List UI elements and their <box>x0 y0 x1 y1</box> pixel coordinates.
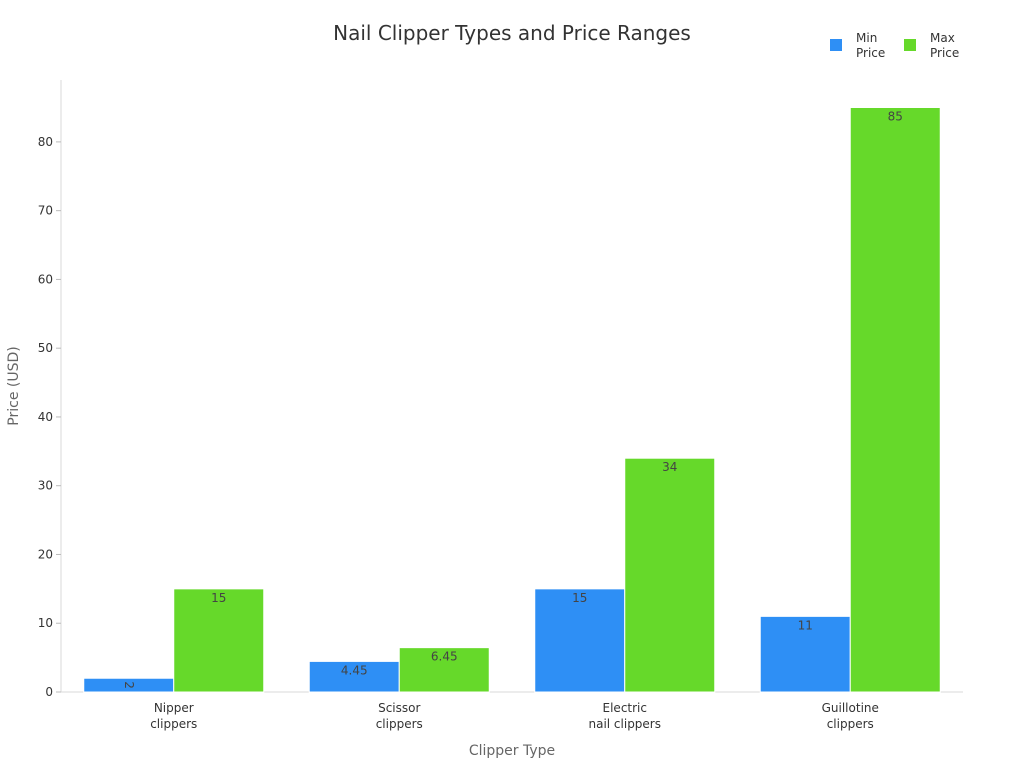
legend-swatch <box>830 39 842 51</box>
y-tick-label: 70 <box>38 204 53 218</box>
bar <box>173 588 265 693</box>
y-tick-label: 30 <box>38 479 53 493</box>
x-tick-label-line: Scissor <box>378 701 420 715</box>
legend-label-line: Price <box>856 46 885 60</box>
data-label: 11 <box>798 618 813 632</box>
x-axis-label: Clipper Type <box>469 743 555 759</box>
legend-label-line: Max <box>930 31 955 45</box>
y-tick-label: 0 <box>45 685 53 699</box>
y-tick-label: 20 <box>38 547 53 561</box>
legend-label-line: Price <box>930 46 959 60</box>
y-tick-label: 60 <box>38 272 53 286</box>
x-tick-label-line: nail clippers <box>588 717 661 731</box>
x-tick-label-line: clippers <box>150 717 197 731</box>
plot-area: 0 10 20 30 40 50 60 70 80 2 15 Nipper clippers 4.45 6.… <box>38 80 963 731</box>
data-label: 85 <box>888 110 903 124</box>
data-label: 4.45 <box>341 663 368 677</box>
x-tick-label: Scissor clippers <box>376 701 423 731</box>
data-label: 2 <box>122 681 136 689</box>
bar <box>624 457 716 693</box>
bar <box>849 107 941 693</box>
x-tick-label: Electric nail clippers <box>588 701 661 731</box>
x-tick-label: Nipper clippers <box>150 701 197 731</box>
x-tick-label-line: clippers <box>827 717 874 731</box>
x-tick-label-line: Nipper <box>154 701 194 715</box>
x-tick-label-line: clippers <box>376 717 423 731</box>
legend-label: Min Price <box>856 31 885 60</box>
data-label: 34 <box>662 460 677 474</box>
bar <box>759 615 851 693</box>
y-axis-label: Price (USD) <box>6 346 22 425</box>
data-label: 15 <box>211 591 226 605</box>
y-tick-label: 40 <box>38 410 53 424</box>
data-label: 6.45 <box>431 650 458 664</box>
legend-label-line: Min <box>856 31 877 45</box>
y-tick-label: 10 <box>38 616 53 630</box>
legend-label: Max Price <box>930 31 959 60</box>
x-tick-label-line: Guillotine <box>822 701 879 715</box>
y-tick-label: 50 <box>38 341 53 355</box>
data-label: 15 <box>572 591 587 605</box>
legend-swatch <box>904 39 916 51</box>
x-tick-label: Guillotine clippers <box>822 701 879 731</box>
x-tick-label-line: Electric <box>603 701 647 715</box>
y-tick-label: 80 <box>38 135 53 149</box>
chart-title: Nail Clipper Types and Price Ranges <box>333 21 691 45</box>
bar <box>398 647 490 693</box>
